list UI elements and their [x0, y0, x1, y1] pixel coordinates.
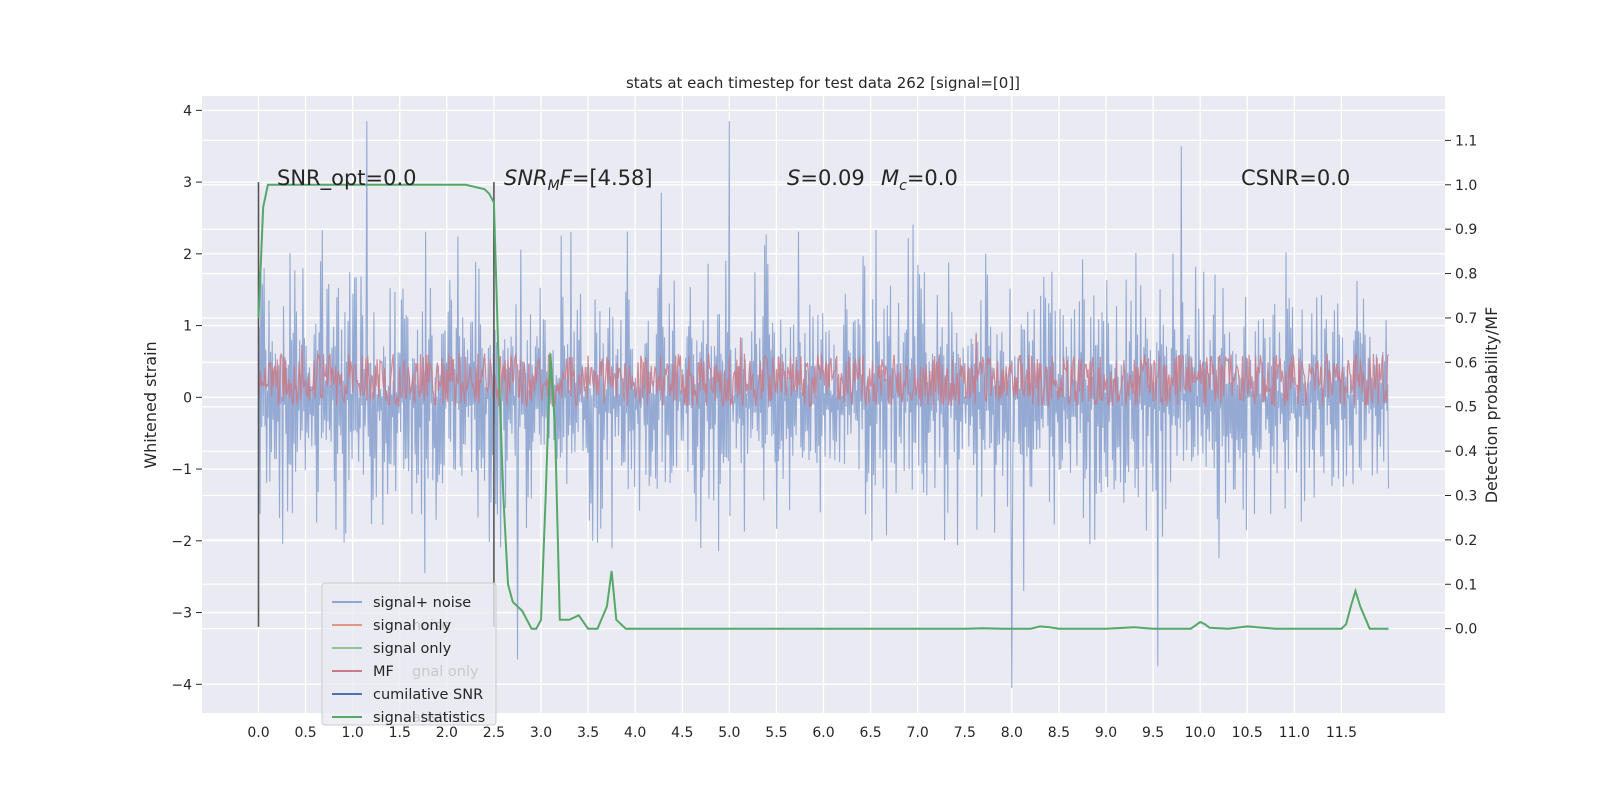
annotation-snr-mf-sub: M [548, 178, 560, 194]
annotation-snr-mf-value: =[4.58] [572, 166, 653, 190]
x-tick-label: 3.0 [530, 725, 552, 741]
y-right-tick-label: 1.1 [1455, 133, 1477, 149]
x-tick-label: 0.0 [247, 725, 269, 741]
x-tick-label: 7.5 [954, 725, 976, 741]
annotation-s: S=0.09 [787, 166, 865, 190]
annotation-s-value: =0.09 [800, 166, 864, 190]
x-tick-label: 5.0 [718, 725, 740, 741]
x-tick-label: 8.5 [1048, 725, 1070, 741]
x-tick-label: 1.5 [389, 725, 411, 741]
x-tick-label: 6.5 [859, 725, 881, 741]
annotation-mc-sub: c [899, 178, 907, 194]
axes: 0.0 0.5 1.0 1.5 2.0 2.5 3.0 3.5 4.0 4.5 5.0 5.5 6.0 6… [171, 103, 1477, 741]
annotation-mc: Mc=0.0 [881, 166, 958, 194]
annotation-s-label: S [787, 166, 800, 190]
y-tick-label: −2 [171, 534, 192, 550]
annotation-snr-mf: SNRMF=[4.58] [504, 166, 653, 194]
y-right-tick-label: 0.4 [1455, 444, 1477, 460]
x-tick-label: 1.0 [342, 725, 364, 741]
y-tick-label: 4 [183, 103, 192, 119]
x-tick-label: 9.5 [1142, 725, 1164, 741]
legend-ghost-text: noise [412, 618, 451, 634]
x-tick-label: 11.0 [1279, 725, 1310, 741]
annotation-mc-value: =0.0 [907, 166, 958, 190]
x-tick-label: 4.0 [624, 725, 646, 741]
y-right-tick-label: 0.1 [1455, 577, 1477, 593]
y-tick-label: 1 [183, 319, 192, 335]
legend-ghost-text: atistics [412, 710, 463, 726]
annotation-mc-label: M [881, 166, 899, 190]
y-right-tick-label: 0.7 [1455, 311, 1477, 327]
annotation-snr-mf-f: F [560, 166, 573, 190]
y-right-tick-label: 0.2 [1455, 533, 1477, 549]
series-layer [257, 121, 1390, 688]
y-right-tick-label: 0.9 [1455, 222, 1477, 238]
legend-label: signal statistics [373, 710, 485, 726]
legend-label: signal only [373, 641, 452, 657]
y-tick-label: 3 [183, 175, 192, 191]
annotation-snr-mf-rest: F=[4.58] [560, 166, 653, 190]
legend-label: signal+ noise [373, 595, 471, 611]
x-tick-label: 11.5 [1326, 725, 1357, 741]
y-right-tick-label: 0.6 [1455, 355, 1477, 371]
x-tick-label: 5.5 [765, 725, 787, 741]
series-mf [257, 334, 1390, 407]
x-tick-label: 2.0 [436, 725, 458, 741]
y-tick-label: 2 [183, 247, 192, 263]
x-tick-label: 10.5 [1232, 725, 1263, 741]
y-right-tick-label: 1.0 [1455, 178, 1477, 194]
y-tick-label: −1 [171, 462, 192, 478]
y-tick-label: 0 [183, 390, 192, 406]
annotation-snr-mf-base: SNR [504, 166, 548, 190]
chart-title: stats at each timestep for test data 262… [626, 74, 1020, 92]
x-tick-label: 10.0 [1185, 725, 1216, 741]
x-tick-label: 9.0 [1095, 725, 1117, 741]
y-right-tick-label: 0.5 [1455, 400, 1477, 416]
x-tick-label: 3.5 [577, 725, 599, 741]
x-tick-label: 0.5 [294, 725, 316, 741]
y-tick-label: −4 [171, 677, 192, 693]
y-tick-label: −3 [171, 606, 192, 622]
annotation-snr-opt: SNR_opt=0.0 [277, 166, 417, 191]
x-tick-label: 8.0 [1001, 725, 1023, 741]
legend-ghost-text: gnal only [412, 664, 479, 680]
series-signal-statistics [257, 183, 1389, 630]
legend-box [321, 582, 497, 726]
y-right-tick-label: 0.8 [1455, 267, 1477, 283]
legend-label: MF [373, 664, 394, 680]
x-tick-label: 7.0 [907, 725, 929, 741]
x-tick-label: 4.5 [671, 725, 693, 741]
legend-label: cumilative SNR [373, 687, 483, 703]
legend-label: signal only [373, 618, 452, 634]
annotation-csnr: CSNR=0.0 [1241, 166, 1350, 190]
y-right-tick-label: 0.3 [1455, 488, 1477, 504]
y-axis-right-label: Detection probability/MF [1482, 307, 1501, 504]
y-right-tick-label: 0.0 [1455, 622, 1477, 638]
y-axis-label: Whitened strain [141, 341, 160, 468]
x-tick-label: 6.0 [812, 725, 834, 741]
x-tick-label: 2.5 [483, 725, 505, 741]
